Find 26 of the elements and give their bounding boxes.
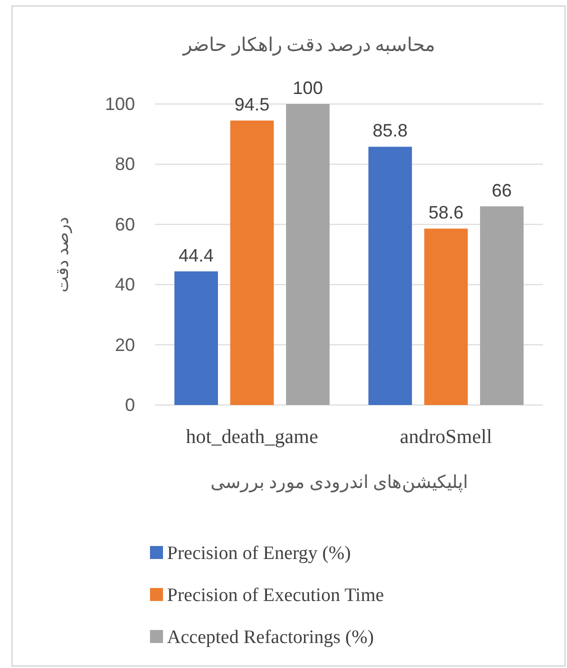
- x-axis-title: اپلیکیشن‌های اندرودی مورد بررسی: [210, 472, 468, 493]
- y-tick-label: 60: [114, 214, 135, 234]
- bar: [424, 228, 468, 405]
- data-label: 58.6: [428, 202, 464, 223]
- bar: [230, 120, 274, 405]
- data-label: 85.8: [372, 120, 408, 141]
- y-tick-label: 20: [114, 334, 135, 355]
- y-axis-title: درصد دقت: [53, 216, 73, 293]
- bar: [174, 271, 218, 405]
- y-tick-label: 40: [114, 274, 135, 295]
- data-label: 100: [292, 78, 323, 98]
- y-tick-label: 80: [114, 154, 135, 174]
- legend-label: Precision of Execution Time: [167, 585, 384, 606]
- bar: [368, 146, 412, 405]
- y-tick-label: 100: [104, 94, 135, 114]
- bar: [286, 104, 330, 405]
- bar: [480, 206, 524, 405]
- legend-label: Accepted Refactorings (%): [167, 627, 374, 648]
- legend-label: Precision of Energy (%): [167, 543, 351, 564]
- data-label: 44.4: [178, 245, 214, 266]
- chart-title: محاسبه درصد دقت راهکار حاضر: [182, 35, 435, 56]
- x-tick-label: hot_death_game: [186, 426, 318, 448]
- data-label: 94.5: [234, 94, 270, 115]
- x-tick-label: androSmell: [400, 426, 493, 448]
- y-tick-label: 0: [124, 395, 135, 415]
- data-label: 66: [492, 180, 512, 200]
